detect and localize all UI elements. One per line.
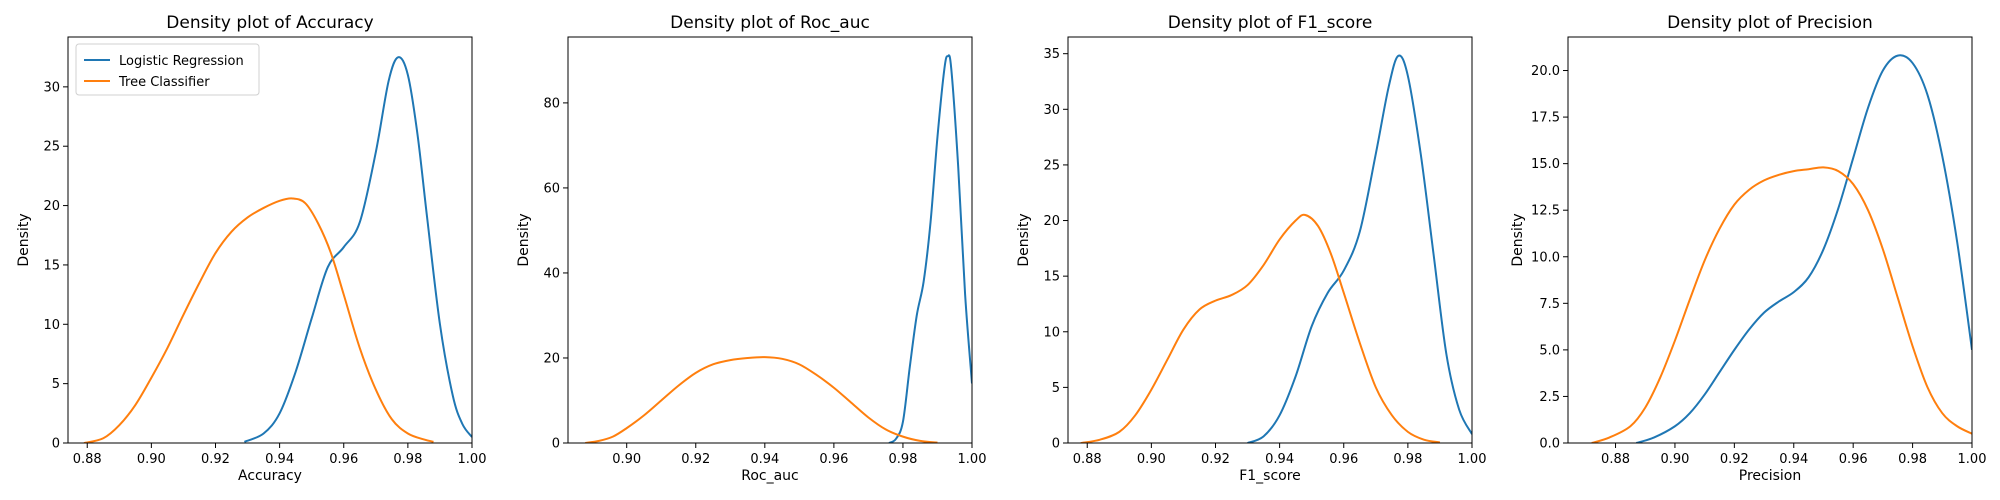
y-tick-label: 7.5 [1539,297,1560,312]
y-tick-label: 10 [1043,325,1060,340]
subplot-title: Density plot of Accuracy [166,13,373,33]
y-tick-label: 15 [43,258,60,273]
subplot-3: 0.88 0.90 0.92 0.94 0.96 0.98 1.00 0 5 10 15 20 25 30… [1016,13,1486,484]
series-line-tree-classifier [1080,213,1441,443]
x-tick-label: 0.88 [1601,452,1630,467]
y-tick-label: 0 [1052,437,1060,452]
y-tick-label: 20 [543,351,560,366]
x-tick-label: 0.90 [1660,452,1689,467]
y-axis-label: Density [1016,213,1032,266]
x-tick-label: 0.98 [888,452,917,467]
series-line-logistic-regression [1247,54,1472,443]
y-axis-label: Density [1510,213,1526,266]
x-tick-label: 0.94 [1779,452,1808,467]
y-tick-label: 40 [543,266,560,281]
series-line-tree-classifier [1591,166,1972,443]
series-line-tree-classifier [585,356,938,443]
subplot-title: Density plot of Roc_auc [670,13,870,33]
y-tick-label: 0 [552,437,560,452]
x-tick-label: 1.00 [458,452,487,467]
x-tick-label: 0.98 [1393,452,1422,467]
subplot-2: 0.90 0.92 0.94 0.96 0.98 1.00 0 20 40 60 80 Density… [516,13,986,484]
x-tick-label: 0.96 [819,452,848,467]
x-tick-label: 0.90 [1137,452,1166,467]
legend: Logistic Regression Tree Classifier [75,43,260,96]
x-tick-label: 0.96 [1839,452,1868,467]
subplot-title: Density plot of F1_score [1168,13,1373,33]
y-tick-label: 30 [43,80,60,95]
x-tick-label: 0.94 [265,452,294,467]
y-tick-label: 10.0 [1531,250,1560,265]
x-tick-label: 0.94 [1265,452,1294,467]
y-tick-label: 0.0 [1539,437,1560,452]
y-tick-label: 12.5 [1531,204,1560,219]
y-tick-label: 2.5 [1539,390,1560,405]
subplot-1: 0.88 0.90 0.92 0.94 0.96 0.98 1.00 0 5 10 15 20 25 30… [16,13,486,484]
x-tick-label: 0.92 [1720,452,1749,467]
y-axis-label: Density [16,213,32,266]
series-line-logistic-regression [243,56,472,443]
x-tick-label: 0.94 [750,452,779,467]
y-axis-label: Density [516,213,532,266]
axes-frame [567,36,973,444]
x-axis-label: F1_score [1239,468,1301,484]
x-tick-label: 0.96 [1329,452,1358,467]
y-tick-label: 20.0 [1531,64,1560,79]
x-tick-label: 0.90 [137,452,166,467]
y-tick-label: 17.5 [1531,111,1560,126]
axes-frame [1567,36,1973,444]
y-tick-label: 5 [52,377,60,392]
legend-box [75,43,260,96]
x-tick-label: 0.96 [329,452,358,467]
x-tick-label: 0.98 [393,452,422,467]
x-axis-label: Roc_auc [741,468,799,484]
subplot-4: 0.88 0.90 0.92 0.94 0.96 0.98 1.00 0.0 2.5 5.0 7.5… [1510,13,1986,484]
subplot-title: Density plot of Precision [1667,13,1873,33]
x-tick-label: 0.92 [1201,452,1230,467]
y-tick-label: 35 [1043,47,1060,62]
y-tick-label: 5 [1052,381,1060,396]
y-tick-label: 15 [1043,270,1060,285]
axes-frame [67,36,473,444]
x-tick-label: 0.98 [1898,452,1927,467]
x-tick-label: 1.00 [1458,452,1487,467]
axes-frame [1067,36,1473,444]
series-line-logistic-regression [888,54,972,443]
x-tick-label: 0.88 [73,452,102,467]
y-tick-label: 10 [43,318,60,333]
x-tick-label: 1.00 [1958,452,1987,467]
y-tick-label: 0 [52,437,60,452]
x-tick-label: 0.92 [201,452,230,467]
legend-label: Logistic Regression [119,54,244,69]
y-tick-label: 60 [543,181,560,196]
y-tick-label: 25 [1043,158,1060,173]
y-tick-label: 15.0 [1531,157,1560,172]
y-tick-label: 20 [43,199,60,214]
x-tick-label: 0.90 [612,452,641,467]
x-axis-label: Precision [1739,468,1801,484]
x-tick-label: 1.00 [958,452,987,467]
y-tick-label: 80 [543,96,560,111]
y-tick-label: 25 [43,140,60,155]
legend-label: Tree Classifier [118,75,210,90]
x-tick-label: 0.92 [681,452,710,467]
series-line-logistic-regression [1636,54,1972,443]
y-tick-label: 5.0 [1539,343,1560,358]
y-tick-label: 30 [1043,103,1060,118]
series-line-tree-classifier [83,197,434,443]
x-tick-label: 0.88 [1073,452,1102,467]
x-axis-label: Accuracy [238,468,302,484]
y-tick-label: 20 [1043,214,1060,229]
